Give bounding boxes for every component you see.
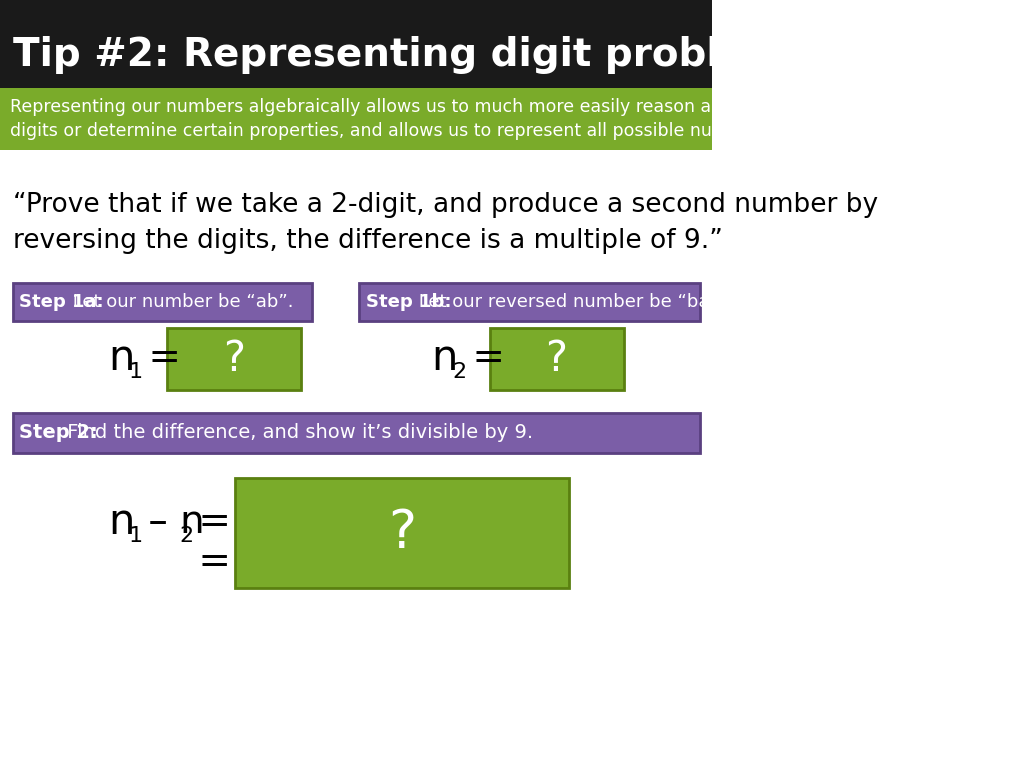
Text: n: n (108, 501, 134, 543)
FancyBboxPatch shape (490, 328, 624, 390)
FancyBboxPatch shape (359, 283, 699, 321)
Text: Find the difference, and show it’s divisible by 9.: Find the difference, and show it’s divis… (61, 423, 534, 442)
Text: ?: ? (223, 338, 245, 380)
Text: 1: 1 (129, 526, 142, 546)
Text: =: = (460, 339, 517, 377)
Text: 2: 2 (179, 526, 194, 546)
Text: Step 1a:: Step 1a: (19, 293, 104, 311)
FancyBboxPatch shape (0, 88, 713, 150)
Text: =: = (136, 339, 194, 377)
Text: Tip #2: Representing digit problems algebraically: Tip #2: Representing digit problems alge… (12, 36, 1024, 74)
Text: n: n (108, 337, 134, 379)
FancyBboxPatch shape (12, 283, 311, 321)
Text: Step 1b:: Step 1b: (366, 293, 452, 311)
FancyBboxPatch shape (167, 328, 300, 390)
Text: – n: – n (136, 503, 205, 541)
Text: Step 2:: Step 2: (19, 423, 98, 442)
Text: Let our number be “ab”.: Let our number be “ab”. (67, 293, 293, 311)
Text: ?: ? (388, 507, 416, 559)
Text: 1: 1 (129, 362, 142, 382)
FancyBboxPatch shape (12, 413, 699, 453)
Text: Representing our numbers algebraically allows us to much more easily reason abou: Representing our numbers algebraically a… (10, 98, 784, 141)
Text: =: = (186, 503, 244, 541)
FancyBboxPatch shape (236, 478, 569, 588)
Text: Let our reversed number be “ba”: Let our reversed number be “ba” (414, 293, 719, 311)
Text: 2: 2 (453, 362, 466, 382)
Text: “Prove that if we take a 2-digit, and produce a second number by
reversing the d: “Prove that if we take a 2-digit, and pr… (12, 192, 878, 254)
Text: =: = (186, 543, 244, 581)
Text: ?: ? (546, 338, 567, 380)
FancyBboxPatch shape (0, 0, 713, 88)
Text: n: n (431, 337, 458, 379)
